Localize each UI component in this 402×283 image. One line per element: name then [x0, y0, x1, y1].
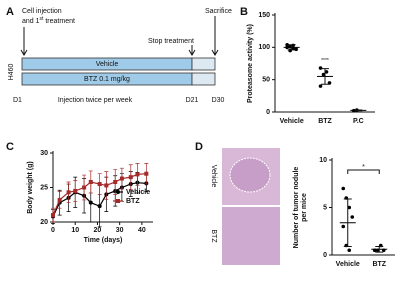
annotation: * [362, 164, 365, 171]
significance-bracket [347, 169, 380, 174]
error-bar [375, 245, 384, 253]
x-tick-label: 10 [71, 227, 79, 234]
y-tick-label: 20 [40, 219, 48, 226]
data-point [73, 188, 78, 193]
data-point [285, 42, 289, 47]
data-point [113, 179, 118, 184]
error-bar [287, 44, 296, 51]
cell-line-label: H460 [8, 64, 15, 81]
y-tick-label: 10 [319, 157, 327, 164]
image-label: BTZ [210, 229, 217, 243]
annotation: and 1st treatment [22, 16, 75, 25]
x-tick-label: 20 [94, 227, 102, 234]
data-point [347, 205, 352, 210]
data-point [321, 72, 326, 77]
y-tick-label: 0 [266, 109, 270, 116]
data-point [128, 175, 133, 180]
y-axis-label: per mice [301, 193, 308, 222]
arrow [188, 45, 196, 56]
data-point [294, 47, 298, 52]
data-point [57, 197, 62, 202]
data-point [350, 215, 355, 219]
x-tick-label: Vehicle [336, 261, 360, 268]
x-tick-label: 0 [51, 227, 55, 234]
x-tick-label: 30 [116, 227, 124, 234]
data-point [66, 190, 71, 195]
group-label: BTZ 0.1 mg/kg [84, 76, 130, 83]
legend-marker [116, 190, 120, 194]
data-point [318, 66, 323, 70]
y-tick-label: 30 [40, 150, 48, 157]
tumor-outline [229, 157, 271, 193]
y-tick-label: 5 [323, 204, 327, 211]
timeline-bar [191, 72, 216, 86]
histology-image [222, 207, 280, 265]
day-label: D21 [186, 97, 199, 104]
legend-label: BTZ [126, 198, 140, 205]
day-label: D1 [13, 97, 22, 104]
group-label: Vehicle [96, 61, 119, 68]
legend-label: Vehicle [126, 189, 150, 196]
data-point [88, 179, 93, 184]
y-tick-label: 100 [258, 44, 270, 51]
data-point [324, 70, 329, 74]
x-axis-label: Time (days) [84, 237, 123, 244]
x-tick-label: Vehicle [280, 118, 304, 125]
annotation: and 1 [22, 18, 40, 25]
axis-line [331, 158, 395, 256]
y-axis-label: Proteasome activity (%) [247, 24, 254, 103]
x-tick-label: 40 [138, 227, 146, 234]
data-point [341, 224, 346, 229]
x-tick-label: P.C [353, 118, 364, 125]
legend-marker [116, 199, 120, 203]
data-point [88, 200, 93, 205]
arrow [20, 27, 28, 56]
y-tick-label: 150 [258, 12, 270, 19]
annotation: Stop treatment [148, 38, 194, 45]
image-label: Vehicle [210, 165, 217, 188]
annotation: Cell injection [22, 8, 62, 15]
schedule-label: Injection twice per week [58, 97, 133, 104]
annotation: treatment [43, 18, 75, 25]
day-label: D30 [212, 97, 225, 104]
y-axis-label: Body weight (g) [27, 161, 34, 214]
error-bar [354, 109, 363, 112]
panel-label: C [6, 141, 14, 153]
error-bar [321, 68, 329, 85]
y-axis-label: Number of tumor noduleper mice [293, 167, 308, 249]
data-point [144, 171, 149, 176]
data-point [341, 186, 346, 191]
data-point [97, 204, 102, 209]
annotation: st [40, 16, 45, 22]
panel-label: A [6, 6, 14, 18]
y-tick-label: 0 [323, 252, 327, 259]
data-point [135, 172, 140, 177]
x-tick-label: BTZ [318, 118, 332, 125]
data-point [104, 183, 109, 188]
data-point [119, 176, 124, 181]
y-axis-label: Body weight (g) [27, 161, 34, 214]
data-point [51, 213, 55, 218]
y-tick-label: 50 [262, 77, 270, 84]
panel-label: B [240, 6, 248, 18]
annotation: **** [321, 58, 329, 64]
arrow [211, 16, 219, 56]
timeline-bar [191, 57, 216, 71]
panel-label: D [195, 141, 203, 153]
data-point [347, 248, 352, 253]
y-axis-label: Number of tumor nodule [293, 167, 300, 249]
error-bar [343, 198, 352, 247]
x-tick-label: BTZ [372, 261, 386, 268]
data-point [97, 182, 102, 187]
y-axis-label: Proteasome activity (%) [247, 24, 254, 103]
y-tick-label: 25 [40, 184, 48, 191]
data-point [82, 185, 87, 190]
data-point [318, 84, 323, 88]
annotation: Sacrifice [205, 8, 232, 15]
